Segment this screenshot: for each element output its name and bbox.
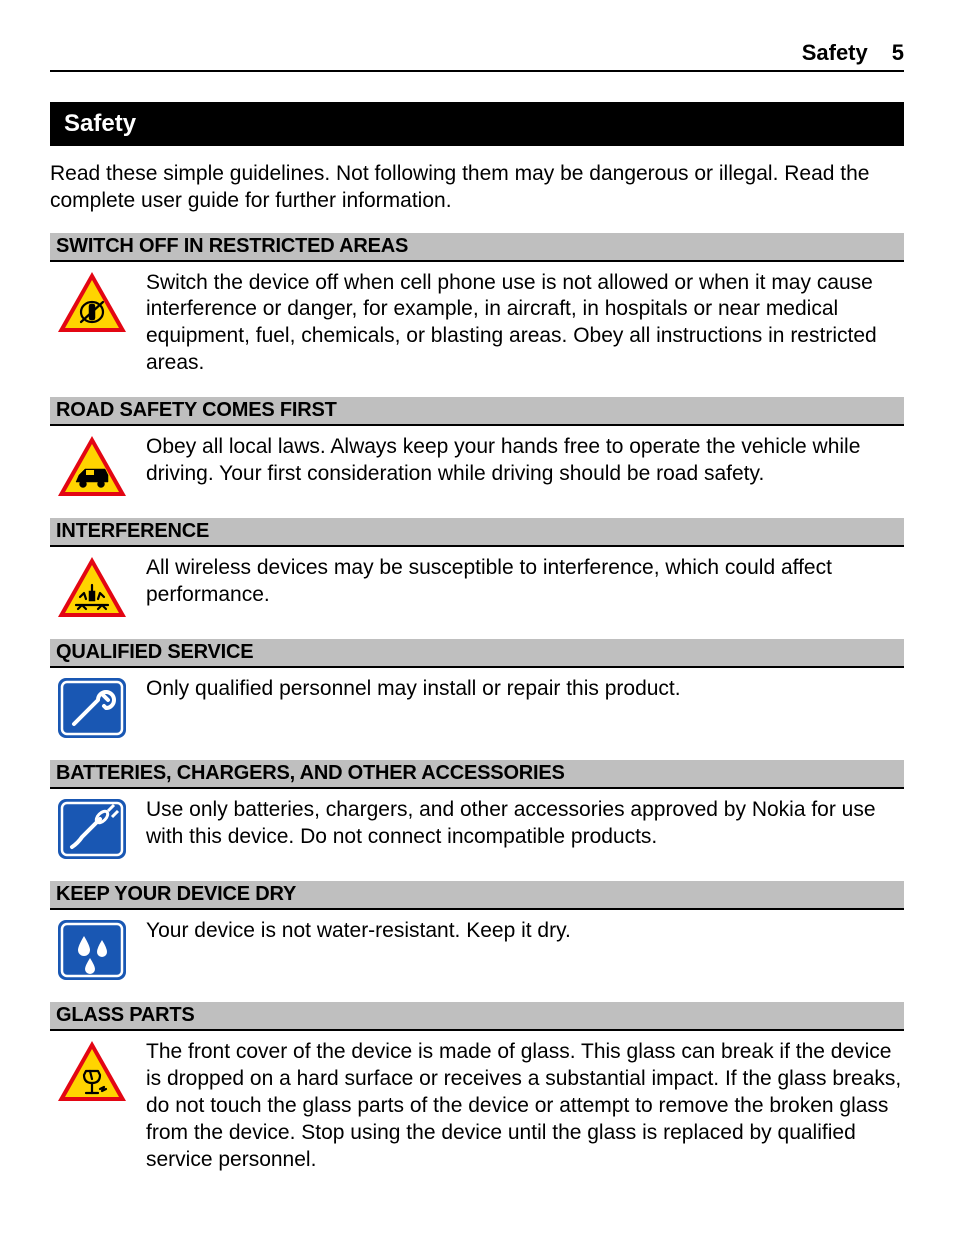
subheading-interference: INTERFERENCE	[50, 518, 904, 547]
header-page-number: 5	[892, 40, 904, 66]
intro-text: Read these simple guidelines. Not follow…	[50, 160, 904, 215]
warning-phone-off-icon	[50, 270, 146, 334]
subheading-qualified-service: QUALIFIED SERVICE	[50, 639, 904, 668]
subheading-batteries: BATTERIES, CHARGERS, AND OTHER ACCESSORI…	[50, 760, 904, 789]
entry-text: Obey all local laws. Always keep your ha…	[146, 434, 904, 488]
info-water-icon	[50, 918, 146, 982]
entry-batteries: Use only batteries, chargers, and other …	[50, 789, 904, 881]
entry-keep-dry: Your device is not water-resistant. Keep…	[50, 910, 904, 1002]
subheading-switch-off: SWITCH OFF IN RESTRICTED AREAS	[50, 233, 904, 262]
warning-interference-icon	[50, 555, 146, 619]
subheading-road-safety: ROAD SAFETY COMES FIRST	[50, 397, 904, 426]
entry-text: The front cover of the device is made of…	[146, 1039, 904, 1173]
page-header: Safety 5	[50, 40, 904, 72]
subheading-keep-dry: KEEP YOUR DEVICE DRY	[50, 881, 904, 910]
entry-qualified-service: Only qualified personnel may install or …	[50, 668, 904, 760]
header-section: Safety	[802, 40, 868, 66]
subheading-glass-parts: GLASS PARTS	[50, 1002, 904, 1031]
warning-glass-icon	[50, 1039, 146, 1103]
page-title: Safety	[50, 102, 904, 146]
warning-car-icon	[50, 434, 146, 498]
entry-glass-parts: The front cover of the device is made of…	[50, 1031, 904, 1193]
entry-switch-off: Switch the device off when cell phone us…	[50, 262, 904, 398]
entry-text: All wireless devices may be susceptible …	[146, 555, 904, 609]
info-charger-icon	[50, 797, 146, 861]
entry-road-safety: Obey all local laws. Always keep your ha…	[50, 426, 904, 518]
entry-text: Only qualified personnel may install or …	[146, 676, 904, 703]
entry-interference: All wireless devices may be susceptible …	[50, 547, 904, 639]
entry-text: Use only batteries, chargers, and other …	[146, 797, 904, 851]
entry-text: Your device is not water-resistant. Keep…	[146, 918, 904, 945]
entry-text: Switch the device off when cell phone us…	[146, 270, 904, 378]
info-wrench-icon	[50, 676, 146, 740]
